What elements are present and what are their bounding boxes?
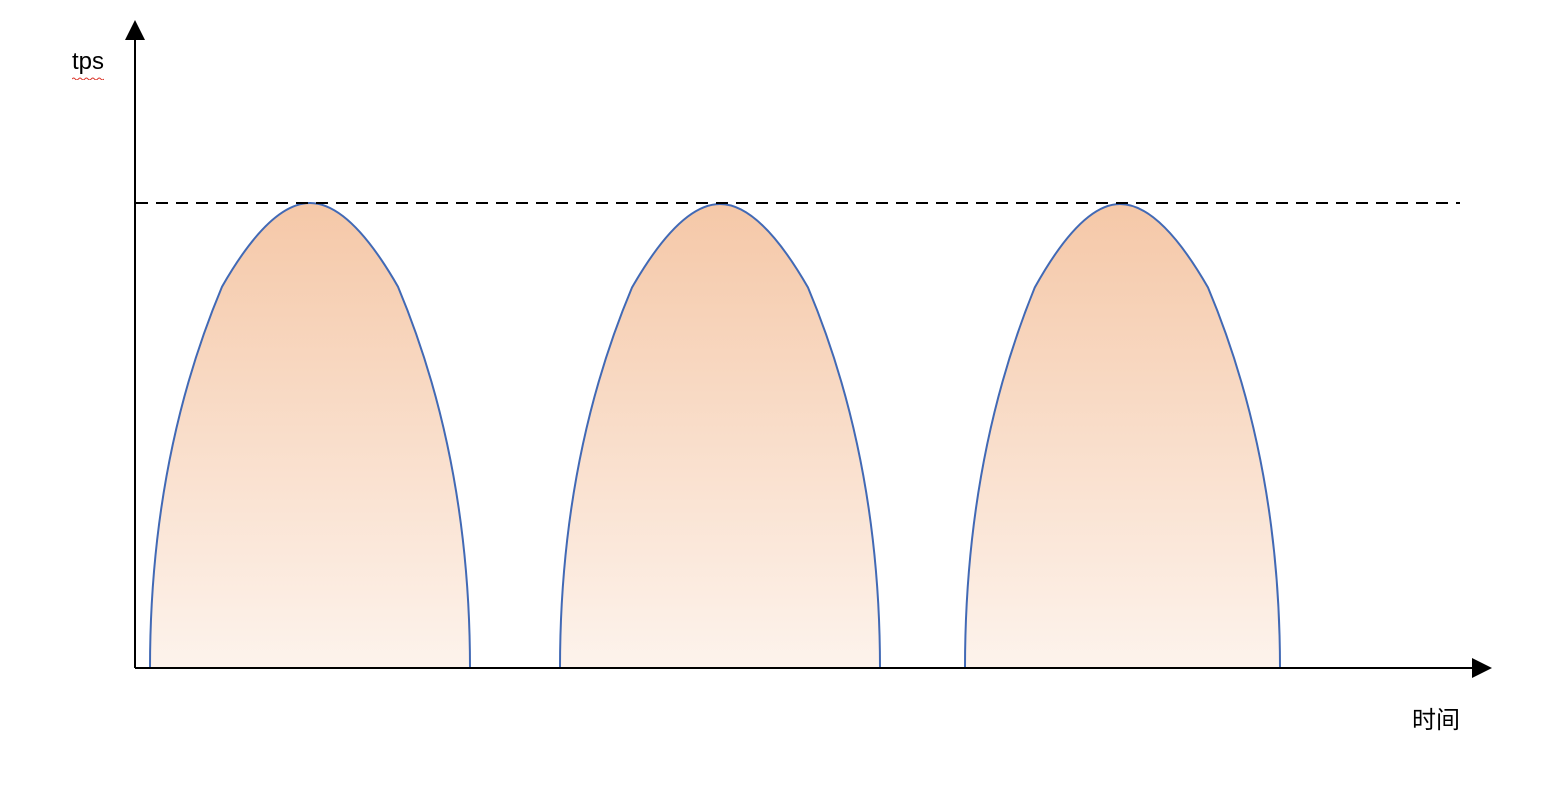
chart-svg [0, 0, 1562, 784]
spellcheck-squiggle-icon [72, 77, 104, 80]
x-axis-label: 时间 [1412, 700, 1460, 735]
tps-chart: tps 时间 [0, 0, 1562, 784]
hump-2 [965, 204, 1280, 668]
humps-group [150, 203, 1280, 668]
hump-1 [560, 204, 880, 668]
hump-0 [150, 203, 470, 668]
y-axis-label-text: tps [72, 48, 104, 75]
x-axis-label-text: 时间 [1412, 707, 1460, 734]
y-axis-label: tps [72, 48, 104, 76]
